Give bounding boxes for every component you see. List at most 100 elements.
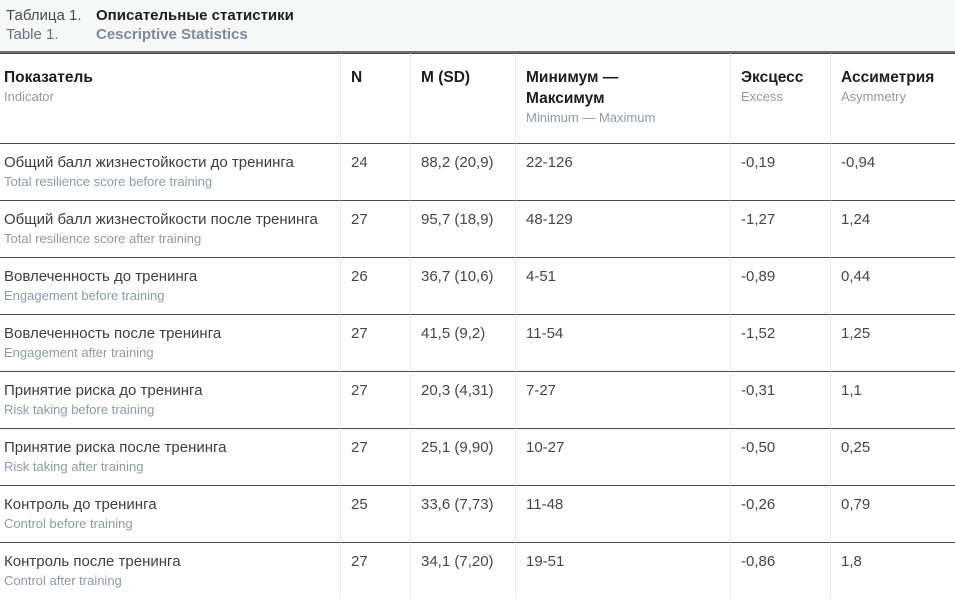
- caption-line-en: Table 1. Cescriptive Statistics: [6, 25, 947, 44]
- msd-cell: 20,3 (4,31): [410, 371, 515, 428]
- msd-cell: 95,7 (18,9): [410, 200, 515, 257]
- col-header-indicator-ru: Показатель: [4, 69, 93, 86]
- asymmetry-cell: -0,94: [830, 143, 955, 200]
- n-value: 27: [351, 382, 368, 399]
- col-header-excess-en: Excess: [741, 89, 783, 104]
- asymmetry-value: 1,25: [841, 325, 871, 342]
- msd-value: 95,7 (18,9): [421, 211, 494, 228]
- excess-value: -0,31: [741, 382, 776, 399]
- msd-value: 36,7 (10,6): [421, 268, 494, 285]
- n-value: 27: [351, 439, 368, 456]
- excess-value: -1,27: [741, 211, 776, 228]
- asymmetry-value: 0,25: [841, 439, 871, 456]
- n-cell: 25: [340, 485, 410, 542]
- asymmetry-value: 0,44: [841, 268, 871, 285]
- minmax-value: 4-51: [526, 268, 557, 285]
- indicator-cell: Вовлеченность после тренинга Engagement …: [0, 314, 340, 371]
- col-header-minmax: Минимум — Максимум Minimum — Maximum: [515, 53, 730, 143]
- msd-cell: 34,1 (7,20): [410, 542, 515, 599]
- asymmetry-cell: 1,25: [830, 314, 955, 371]
- asymmetry-value: -0,94: [841, 154, 876, 171]
- n-cell: 27: [340, 314, 410, 371]
- table-row: Общий балл жизнестойкости до тренинга To…: [0, 143, 955, 200]
- indicator-en: Engagement before training: [4, 288, 165, 303]
- msd-value: 41,5 (9,2): [421, 325, 486, 342]
- excess-value: -1,52: [741, 325, 776, 342]
- n-cell: 27: [340, 428, 410, 485]
- minmax-value: 19-51: [526, 553, 565, 570]
- indicator-en: Total resilience score before training: [4, 174, 213, 189]
- indicator-cell: Контроль до тренинга Control before trai…: [0, 485, 340, 542]
- col-header-minmax-en: Minimum — Maximum: [526, 110, 656, 125]
- col-header-asymmetry-ru: Ассиметрия: [841, 69, 935, 86]
- table-row: Принятие риска до тренинга Risk taking b…: [0, 371, 955, 428]
- indicator-ru: Контроль после тренинга: [4, 553, 181, 570]
- caption-line-ru: Таблица 1. Описательные статистики: [6, 6, 947, 25]
- col-header-n: N: [340, 53, 410, 143]
- excess-value: -0,19: [741, 154, 776, 171]
- excess-cell: -1,27: [730, 200, 830, 257]
- excess-cell: -0,26: [730, 485, 830, 542]
- excess-value: -0,89: [741, 268, 776, 285]
- caption-ru-title: Описательные статистики: [96, 7, 294, 24]
- n-cell: 24: [340, 143, 410, 200]
- table-row: Принятие риска после тренинга Risk takin…: [0, 428, 955, 485]
- indicator-cell: Контроль после тренинга Control after tr…: [0, 542, 340, 599]
- descriptive-statistics-table: Показатель Indicator N M (SD) Минимум — …: [0, 53, 955, 599]
- col-header-msd: M (SD): [410, 53, 515, 143]
- asymmetry-value: 1,1: [841, 382, 862, 399]
- indicator-cell: Общий балл жизнестойкости после тренинга…: [0, 200, 340, 257]
- excess-value: -0,26: [741, 496, 776, 513]
- msd-cell: 36,7 (10,6): [410, 257, 515, 314]
- table-row: Вовлеченность после тренинга Engagement …: [0, 314, 955, 371]
- n-value: 27: [351, 325, 368, 342]
- n-cell: 27: [340, 371, 410, 428]
- minmax-cell: 11-48: [515, 485, 730, 542]
- msd-value: 88,2 (20,9): [421, 154, 494, 171]
- table-header-row: Показатель Indicator N M (SD) Минимум — …: [0, 53, 955, 143]
- minmax-cell: 22-126: [515, 143, 730, 200]
- indicator-cell: Вовлеченность до тренинга Engagement bef…: [0, 257, 340, 314]
- indicator-en: Control before training: [4, 516, 133, 531]
- caption-ru-prefix: Таблица 1.: [6, 7, 82, 24]
- msd-cell: 88,2 (20,9): [410, 143, 515, 200]
- minmax-cell: 48-129: [515, 200, 730, 257]
- col-header-excess: Эксцесс Excess: [730, 53, 830, 143]
- minmax-cell: 4-51: [515, 257, 730, 314]
- indicator-ru: Вовлеченность после тренинга: [4, 325, 222, 342]
- n-value: 24: [351, 154, 368, 171]
- msd-cell: 25,1 (9,90): [410, 428, 515, 485]
- table-row: Контроль после тренинга Control after tr…: [0, 542, 955, 599]
- indicator-ru: Вовлеченность до тренинга: [4, 268, 198, 285]
- minmax-cell: 11-54: [515, 314, 730, 371]
- n-value: 26: [351, 268, 368, 285]
- table-row: Вовлеченность до тренинга Engagement bef…: [0, 257, 955, 314]
- table-row: Общий балл жизнестойкости после тренинга…: [0, 200, 955, 257]
- excess-value: -0,86: [741, 553, 776, 570]
- minmax-cell: 7-27: [515, 371, 730, 428]
- caption-en-prefix: Table 1.: [6, 26, 59, 43]
- n-value: 27: [351, 211, 368, 228]
- asymmetry-cell: 0,79: [830, 485, 955, 542]
- col-header-msd-ru: M (SD): [421, 69, 471, 86]
- minmax-value: 7-27: [526, 382, 557, 399]
- indicator-en: Risk taking after training: [4, 459, 144, 474]
- minmax-value: 11-48: [526, 496, 564, 513]
- col-header-minmax-ru: Минимум — Максимум: [526, 69, 619, 107]
- table-row: Контроль до тренинга Control before trai…: [0, 485, 955, 542]
- excess-cell: -0,31: [730, 371, 830, 428]
- minmax-cell: 10-27: [515, 428, 730, 485]
- msd-value: 33,6 (7,73): [421, 496, 494, 513]
- indicator-cell: Общий балл жизнестойкости до тренинга To…: [0, 143, 340, 200]
- col-header-excess-ru: Эксцесс: [741, 69, 804, 86]
- excess-cell: -0,50: [730, 428, 830, 485]
- indicator-ru: Принятие риска до тренинга: [4, 382, 203, 399]
- n-value: 25: [351, 496, 368, 513]
- col-header-asymmetry-en: Asymmetry: [841, 89, 906, 104]
- indicator-en: Control after training: [4, 573, 122, 588]
- msd-value: 25,1 (9,90): [421, 439, 494, 456]
- indicator-ru: Общий балл жизнестойкости до тренинга: [4, 154, 294, 171]
- asymmetry-value: 1,8: [841, 553, 862, 570]
- asymmetry-cell: 1,24: [830, 200, 955, 257]
